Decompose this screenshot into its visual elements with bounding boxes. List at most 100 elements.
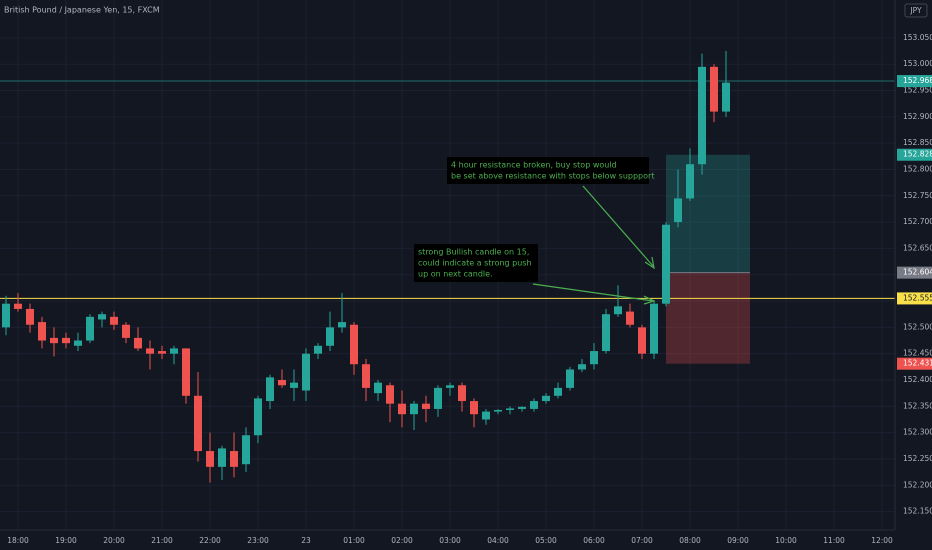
candle-body: [518, 406, 526, 409]
y-tick-label: 153.050: [903, 33, 932, 42]
candle-body: [146, 348, 154, 354]
y-tick-label: 152.400: [903, 375, 932, 384]
candle-body: [374, 382, 382, 394]
x-tick-label: 18:00: [7, 536, 29, 545]
y-tick-label: 152.200: [903, 480, 932, 489]
x-tick-label: 10:00: [775, 536, 797, 545]
annotations: 4 hour resistance broken, buy stop would…: [414, 157, 656, 305]
candle-body: [638, 327, 646, 354]
candle-body: [62, 337, 70, 344]
arrow-head: [643, 295, 656, 305]
candle-body: [314, 345, 322, 354]
arrow-head: [644, 256, 655, 270]
candle-body: [266, 377, 274, 402]
candle-body: [290, 382, 298, 388]
candle-body: [650, 303, 658, 354]
candle-body: [230, 451, 238, 467]
candle-body: [98, 314, 106, 320]
annotation-box: [414, 244, 538, 282]
x-tick-label: 08:00: [679, 536, 701, 545]
x-tick-label: 01:00: [343, 536, 365, 545]
price-label: 152.431: [903, 359, 932, 368]
candle-body: [530, 401, 538, 409]
candle-body: [38, 322, 46, 341]
candle-body: [170, 348, 178, 354]
candle-body: [2, 303, 10, 328]
candle-body: [410, 403, 418, 415]
candle-body: [326, 327, 334, 346]
price-label: 152.828: [903, 150, 932, 159]
annotation-text: strong Bullish candle on 15,: [418, 248, 529, 257]
price-axis: 152.150 152.200 152.250 152.300 152.350 152.4…: [7, 33, 932, 545]
y-tick-label: 152.150: [903, 507, 932, 516]
price-label-box: [897, 148, 932, 161]
candle-body: [194, 395, 202, 452]
y-tick-label: 152.850: [903, 138, 932, 147]
price-label: 152.604: [903, 268, 932, 277]
candle-body: [218, 448, 226, 467]
x-tick-label: 09:00: [727, 536, 749, 545]
candle-body: [134, 337, 142, 349]
chart-title: British Pound / Japanese Yen, 15, FXCM: [4, 6, 160, 15]
x-tick-label: 02:00: [391, 536, 413, 545]
y-tick-label: 152.250: [903, 454, 932, 463]
y-tick-label: 153.000: [903, 59, 932, 68]
candle-body: [362, 364, 370, 388]
arrow: [532, 283, 654, 302]
annotation-text: 4 hour resistance broken, buy stop would: [451, 161, 617, 170]
candle-body: [122, 324, 130, 338]
x-tick-label: 07:00: [631, 536, 653, 545]
currency-box[interactable]: [904, 3, 928, 18]
candle-body: [722, 82, 730, 112]
price-label-box: [897, 75, 932, 88]
x-tick-label: 21:00: [151, 536, 173, 545]
levels: [0, 80, 895, 364]
candle-body: [398, 403, 406, 415]
candle-body: [422, 403, 430, 409]
annotation-text: could indicate a strong push: [418, 259, 532, 268]
candle-body: [626, 311, 634, 325]
x-tick-label: 03:00: [439, 536, 461, 545]
candle-body: [302, 353, 310, 391]
x-tick-label: 12:00: [871, 536, 893, 545]
arrow: [582, 185, 654, 267]
y-tick-label: 152.900: [903, 112, 932, 121]
candle-body: [86, 316, 94, 341]
candle-body: [506, 408, 514, 410]
currency: JPY: [909, 6, 922, 15]
candle-body: [686, 164, 694, 199]
candle-body: [590, 351, 598, 365]
x-tick-label: 05:00: [535, 536, 557, 545]
price-label-box: [897, 357, 932, 370]
loss-zone: [666, 272, 750, 364]
candle-body: [158, 351, 166, 354]
candle-body: [206, 451, 214, 467]
x-tick-label: 23:00: [247, 536, 269, 545]
candle-body: [494, 410, 502, 412]
price-label-box: [897, 266, 932, 279]
candle-body: [578, 364, 586, 370]
candle-body: [50, 337, 58, 344]
annotation-box: [447, 157, 649, 184]
candle-body: [614, 306, 622, 315]
annotation-text: up on next candle.: [418, 270, 493, 279]
candle-body: [338, 322, 346, 328]
candle-body: [710, 66, 718, 112]
candle-body: [470, 401, 478, 415]
x-tick-label: 20:00: [103, 536, 125, 545]
candle-body: [182, 348, 190, 396]
candle-body: [434, 387, 442, 409]
y-tick-label: 152.700: [903, 217, 932, 226]
x-tick-label: 06:00: [583, 536, 605, 545]
candle-body: [110, 316, 118, 325]
candle-body: [698, 66, 706, 165]
y-tick-label: 152.500: [903, 322, 932, 331]
y-tick-label: 152.300: [903, 428, 932, 437]
candle-body: [458, 385, 466, 402]
x-tick-label: 22:00: [199, 536, 221, 545]
y-tick-label: 152.650: [903, 243, 932, 252]
candle-body: [554, 387, 562, 396]
candles: [2, 51, 730, 483]
x-tick-label: 04:00: [487, 536, 509, 545]
